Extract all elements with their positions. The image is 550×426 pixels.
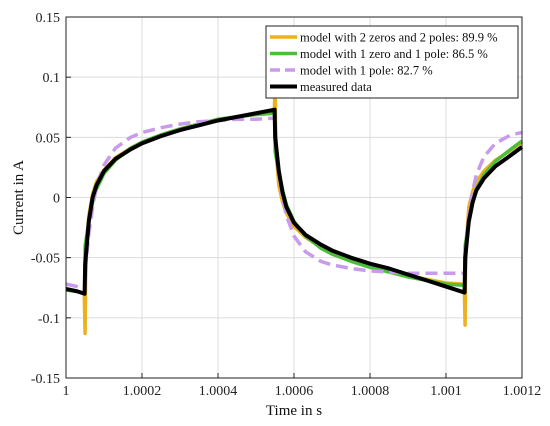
x-tick-label: 1.0004 (199, 384, 238, 399)
y-tick-label: 0 (53, 192, 60, 207)
x-tick-label: 1.001 (430, 384, 462, 399)
y-tick-label: -0.1 (38, 312, 60, 327)
x-tick-label: 1.0008 (351, 384, 390, 399)
legend-label: model with 1 zero and 1 pole: 86.5 % (300, 47, 488, 61)
y-tick-label: 0.1 (43, 71, 61, 86)
y-tick-label: 0.05 (36, 131, 61, 146)
y-tick-label: -0.15 (31, 372, 60, 387)
y-tick-label: 0.15 (36, 11, 61, 26)
x-tick-label: 1.0012 (503, 384, 542, 399)
x-tick-label: 1.0002 (123, 384, 162, 399)
legend-label: model with 2 zeros and 2 poles: 89.9 % (300, 31, 498, 45)
x-tick-label: 1.0006 (275, 384, 314, 399)
tick-labels: 1 1.0002 1.0004 1.0006 1.0008 1.001 1.0012 -0.1… (31, 11, 541, 399)
y-axis-label: Current in A (11, 160, 27, 235)
series-line-4 (65, 107, 524, 296)
series-lines (65, 81, 524, 336)
legend-label: model with 1 pole: 82.7 % (300, 64, 433, 78)
x-tick-label: 1 (63, 384, 70, 399)
legend: model with 2 zeros and 2 poles: 89.9 % mo… (265, 25, 519, 99)
legend-label: measured data (300, 80, 372, 94)
legend-box (265, 25, 519, 99)
x-axis-label: Time in s (266, 403, 322, 419)
y-tick-label: -0.05 (31, 252, 60, 267)
